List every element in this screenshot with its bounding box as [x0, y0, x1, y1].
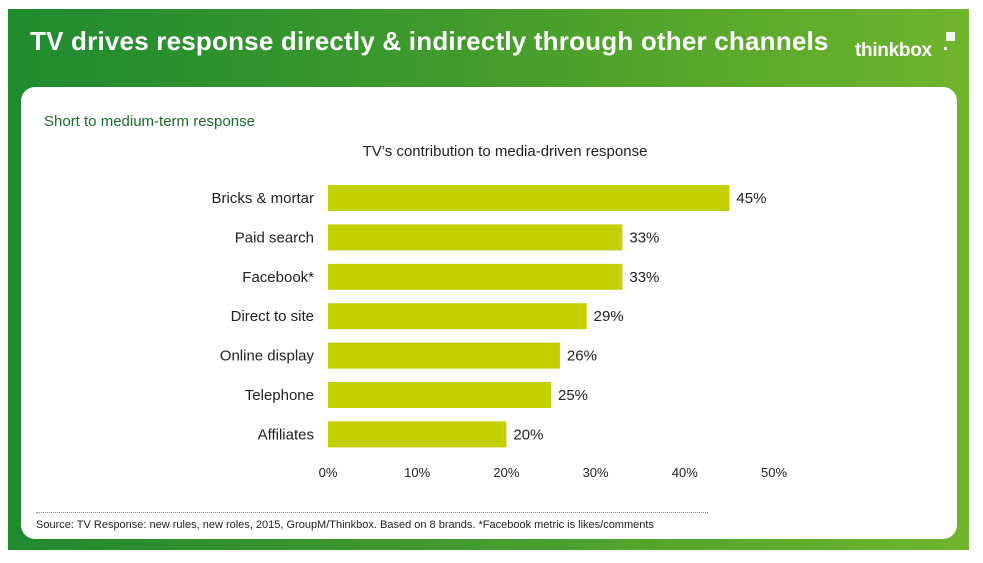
x-tick-label: 20%: [493, 465, 519, 480]
data-label: 45%: [736, 190, 766, 207]
bar-telephone: [328, 382, 551, 408]
data-label: 29%: [594, 308, 624, 325]
category-label: Direct to site: [231, 308, 314, 325]
data-label: 33%: [629, 269, 659, 286]
x-tick-label: 0%: [319, 465, 338, 480]
panel-subtitle: Short to medium-term response: [44, 113, 255, 130]
thinkbox-logo: thinkbox: [855, 40, 932, 61]
chart-title: TV’s contribution to media-driven respon…: [363, 143, 648, 160]
data-label: 33%: [629, 229, 659, 246]
category-label: Paid search: [235, 229, 314, 246]
bar-bricks-mortar: [328, 185, 730, 211]
bars-layer: Bricks & mortar 45% Paid search 33% Facebook…: [211, 185, 787, 480]
logo-dot-icon: [944, 47, 947, 50]
footnote-divider: [36, 512, 708, 513]
slide-title: TV drives response directly & indirectly…: [30, 26, 829, 56]
bar-facebook: [328, 263, 623, 290]
logo-square-icon: [946, 32, 955, 41]
bar-direct-to-site: [328, 303, 587, 330]
x-tick-label: 30%: [583, 465, 609, 480]
x-tick-label: 10%: [404, 465, 430, 480]
bar-online-display: [328, 342, 560, 369]
data-label: 25%: [558, 387, 588, 404]
source-footnote: Source: TV Response: new rules, new role…: [36, 519, 654, 531]
data-label: 26%: [567, 348, 597, 365]
category-label: Bricks & mortar: [211, 190, 314, 207]
x-tick-label: 40%: [672, 465, 698, 480]
category-label: Telephone: [245, 387, 314, 404]
data-label: 20%: [513, 426, 543, 443]
category-label: Affiliates: [258, 426, 314, 443]
x-tick-label: 50%: [761, 465, 787, 480]
category-label: Online display: [220, 348, 315, 365]
category-label: Facebook*: [242, 269, 314, 286]
bar-affiliates: [328, 421, 507, 448]
bar-paid-search: [328, 224, 623, 251]
